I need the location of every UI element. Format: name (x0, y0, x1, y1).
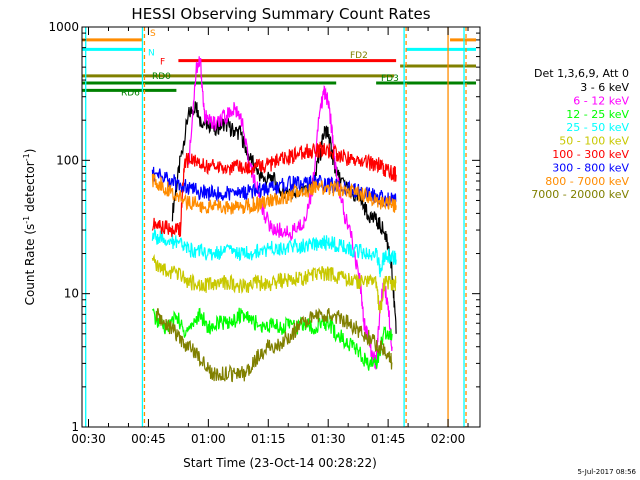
state-label-n: N (148, 48, 155, 58)
y-axis-label-sup1: -1 (22, 216, 31, 224)
y-axis-label-end: ) (23, 149, 37, 154)
y-tick-label-1: 10 (64, 287, 79, 301)
y-tick-label-3: 1000 (48, 20, 79, 34)
legend-entry-300-800-kev: 300 - 800 keV (552, 161, 629, 174)
x-tick-label-5: 01:45 (371, 432, 406, 446)
y-axis-label-sup2: -1 (22, 153, 31, 161)
series-line-800-7000-kev (151, 173, 397, 215)
legend-entry-7000-20000-kev: 7000 - 20000 keV (531, 188, 629, 201)
series-line-100-300-kev (151, 141, 397, 237)
legend-entry-100-300-kev: 100 - 300 keV (552, 148, 629, 161)
legend-entry-6-12-kev: 6 - 12 keV (573, 94, 629, 107)
state-label-f: F (160, 58, 165, 68)
state-label-rd0: RD0 (152, 72, 171, 82)
legend-entry-3-6-kev: 3 - 6 keV (580, 81, 629, 94)
state-label-rd6: RD6 (121, 88, 140, 98)
axes: 00:30 00:45 01:00 01:15 01:30 01:45 02:00 1 10 10… (48, 20, 480, 446)
vertical-markers (85, 27, 467, 427)
state-label-fd2: FD2 (350, 51, 368, 61)
observing-state-bars: SNF FD2 FD3 RD0 RD6 (82, 29, 477, 98)
plot-frame (81, 26, 481, 428)
legend-entry-800-7000-kev: 800 - 7000 keV (545, 175, 629, 188)
x-tick-label-6: 02:00 (431, 432, 466, 446)
y-axis-label-main: Count Rate (s (23, 224, 37, 306)
footer-timestamp: 5-Jul-2017 08:56 (577, 468, 636, 476)
state-label-fd3: FD3 (381, 74, 399, 84)
series-line-7000-20000-kev (155, 307, 393, 383)
series-line-12-25-kev (151, 307, 393, 371)
x-tick-label-3: 01:15 (251, 432, 286, 446)
legend-entry-50-100-kev: 50 - 100 keV (559, 135, 629, 148)
x-axis-label: Start Time (23-Oct-14 00:28:22) (183, 456, 377, 470)
chart-title: HESSI Observing Summary Count Rates (131, 5, 430, 23)
x-tick-label-0: 00:30 (71, 432, 106, 446)
legend-title: Det 1,3,6,9, Att 0 (534, 67, 629, 80)
y-axis-label-mid: detector (23, 161, 37, 216)
series-line-50-100-kev (151, 253, 397, 314)
legend-entry-25-50-kev: 25 - 50 keV (566, 121, 629, 134)
x-tick-label-2: 01:00 (191, 432, 226, 446)
x-tick-label-4: 01:30 (311, 432, 346, 446)
y-tick-label-0: 1 (71, 420, 79, 434)
y-axis-label: Count Rate (s-1 detector-1) (22, 149, 37, 306)
series-line-25-50-kev (151, 227, 397, 278)
state-label-s: S (150, 29, 156, 39)
x-tick-label-1: 00:45 (131, 432, 166, 446)
legend-entry-12-25-kev: 12 - 25 keV (566, 108, 629, 121)
y-tick-label-2: 100 (56, 153, 79, 167)
series-lines (151, 56, 397, 383)
